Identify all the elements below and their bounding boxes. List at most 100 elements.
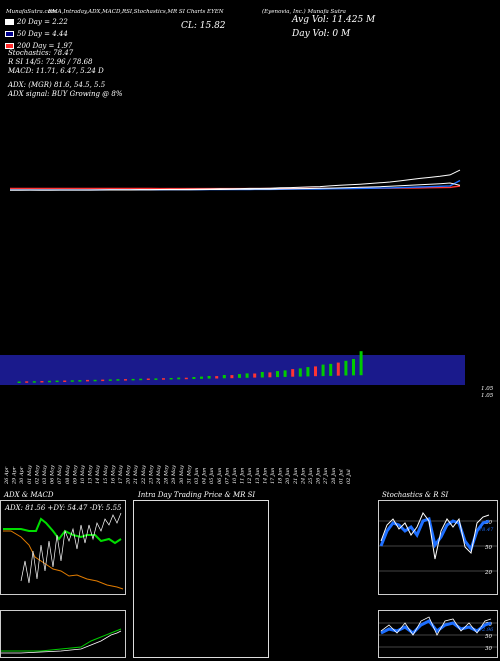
x-tick-label: 21 Jun: [293, 468, 299, 485]
x-tick-label: 11 Jun: [240, 468, 246, 484]
x-tick-label: 24 Jun: [300, 468, 306, 485]
x-tick-label: 16 May: [110, 465, 116, 484]
legend-label: 50 Day = 4.44: [17, 29, 68, 38]
volume-bar: [101, 379, 105, 382]
macd-zero: [1, 628, 122, 652]
x-tick-label: 30 May: [179, 465, 185, 484]
x-tick-label: 22 May: [141, 465, 147, 485]
volume-bar: [200, 376, 203, 379]
x-tick-label: 09 May: [72, 465, 78, 484]
volume-bar: [139, 378, 143, 381]
x-tick-label: 06 Jun: [217, 468, 223, 484]
volume-bar: [291, 369, 295, 377]
adx-values: ADX: 81.56 +DY: 54.47 -DY: 5.55: [4, 504, 122, 512]
stoch-tag: 78.47: [479, 527, 494, 533]
adx-panel: ADX: 81.56 +DY: 54.47 -DY: 5.55: [0, 500, 126, 595]
adx-readout: ADX: (MGR) 81.6, 54.5, 5.5: [8, 81, 106, 89]
stoch-fast-line: [380, 512, 490, 560]
x-tick-label: 13 May: [88, 465, 94, 484]
rsi-tag: 72.96: [479, 627, 494, 633]
volume-bar: [207, 376, 211, 379]
stoch-panel-title: Stochastics & R SI: [382, 491, 449, 499]
x-tick-label: 15 May: [103, 465, 109, 484]
x-tick-label: 28 May: [164, 465, 170, 485]
level-label: 50: [485, 634, 492, 640]
volume-bar: [321, 364, 325, 377]
x-tick-label: 14 May: [95, 465, 101, 484]
stoch-plot: 80 50 20 78.47: [379, 512, 497, 576]
close-price: CL: 15.82: [181, 21, 226, 31]
x-tick-label: 21 May: [133, 465, 139, 485]
legend-swatch: [5, 42, 14, 49]
rsi-panel: 70 50 30 72.96: [378, 610, 498, 658]
company-name: (Eyenovia, Inc.) Munafa Sutra: [262, 9, 346, 15]
volume-bar: [131, 378, 135, 381]
x-tick-label: 12 Jun: [247, 468, 253, 484]
adx-panel-title: ADX & MACD: [4, 491, 54, 499]
x-tick-label: 10 May: [80, 465, 86, 484]
legend-ema50: 50 Day = 4.44: [5, 29, 72, 38]
macd-plot: [1, 628, 122, 654]
x-tick-label: 03 May: [42, 465, 48, 484]
x-tick-label: 17 May: [118, 465, 124, 484]
volume-bar: [230, 375, 234, 379]
volume-bar: [169, 378, 173, 380]
x-tick-label: 01 May: [27, 465, 33, 484]
volume-band: [0, 355, 465, 385]
level-label: 50: [485, 545, 492, 551]
intraday-panel-title: Intra Day Trading Price & MR SI: [138, 491, 256, 499]
x-axis: 26 Apr 29 Apr 30 Apr 01 May 02 May 03 May 06 M…: [4, 465, 352, 485]
x-tick-label: 20 May: [126, 465, 132, 485]
volume-bar: [314, 366, 317, 377]
volume-axis-label: 1.05: [481, 393, 494, 399]
volume-bar: [298, 368, 302, 377]
x-tick-label: 08 May: [65, 465, 71, 484]
volume-bar: [55, 380, 59, 383]
volume-bar: [359, 351, 363, 376]
ema-lines: [10, 169, 461, 191]
rsi-fast-line: [380, 616, 492, 636]
x-tick-label: 25 Jun: [308, 468, 314, 485]
level-label: 80: [485, 520, 492, 526]
volume-bar: [215, 376, 219, 379]
volume-bar: [108, 379, 112, 381]
x-tick-label: 23 May: [148, 465, 154, 485]
volume-bar: [268, 372, 272, 378]
x-tick-label: 13 Jun: [255, 468, 261, 484]
price-chart: 26 Apr 29 Apr 30 Apr 01 May 02 May 03 May 06 M…: [0, 169, 465, 485]
x-tick-label: 26 Apr: [4, 466, 10, 485]
x-tick-label: 29 Apr: [12, 466, 18, 485]
x-tick-label: 24 May: [156, 465, 162, 485]
legend-label: 200 Day = 1.97: [17, 41, 73, 50]
price-line: [10, 169, 461, 191]
x-tick-label: 02 Jul: [346, 469, 352, 484]
x-tick-label: 01 Jul: [338, 469, 344, 484]
macd-signal: [1, 630, 122, 654]
ema-legend: 20 Day = 2.22 50 Day = 4.44 200 Day = 1.…: [5, 17, 72, 50]
adx-line: [3, 517, 122, 545]
x-tick-label: 28 Jun: [331, 468, 337, 485]
x-tick-label: 31 May: [186, 465, 192, 484]
stoch-slow-line: [379, 517, 490, 553]
macd-panel: [0, 610, 126, 658]
volume-bar: [260, 372, 264, 378]
volume-bar: [63, 380, 67, 382]
rsi-plot: 70 50 30 72.96: [379, 616, 497, 652]
macd-lines: [20, 512, 122, 584]
stoch-panel: 80 50 20 78.47: [378, 500, 498, 595]
rsi-readout: R SI 14/5: 72.96 / 78.68: [8, 58, 93, 66]
volume-bar: [32, 381, 36, 383]
x-tick-label: 04 Jun: [202, 468, 208, 484]
x-tick-label: 29 May: [171, 465, 177, 485]
volume-bar: [48, 380, 51, 383]
volume-bar: [146, 378, 150, 380]
volume-bar: [70, 380, 74, 382]
volume-bar: [124, 379, 127, 381]
adx-plot: ADX: 81.56 +DY: 54.47 -DY: 5.55: [3, 504, 124, 590]
stochastics-readout: Stochastics: 78.47: [8, 49, 74, 57]
avg-volume: Avg Vol: 11.425 M: [292, 15, 376, 25]
volume-bar: [306, 367, 310, 377]
di-minus-line: [3, 530, 124, 590]
x-tick-label: 26 Jun: [316, 468, 322, 485]
x-tick-label: 06 May: [50, 465, 56, 484]
